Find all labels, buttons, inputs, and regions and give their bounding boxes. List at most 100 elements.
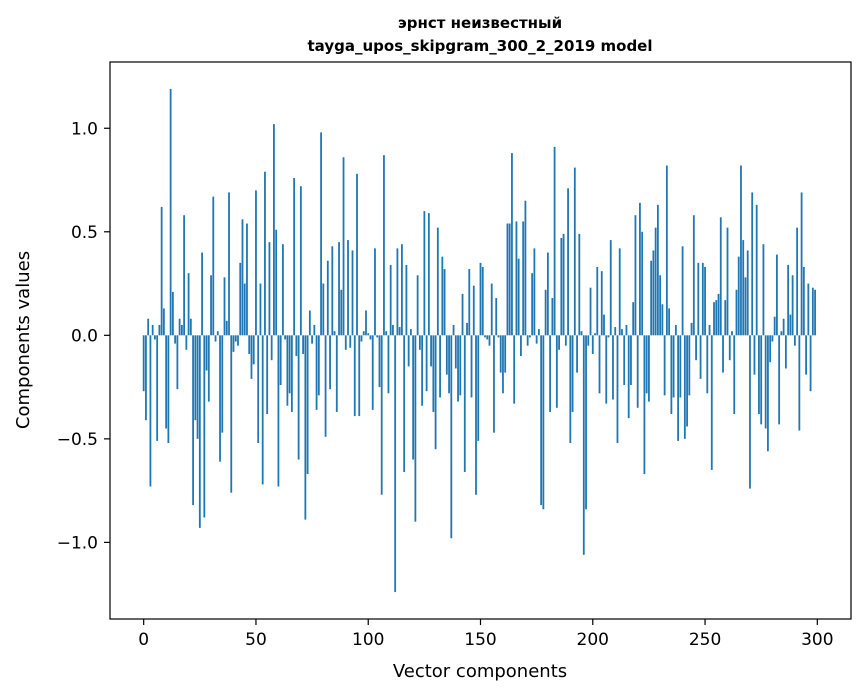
- bar-297: [809, 335, 812, 392]
- bar-62: [282, 244, 284, 336]
- bar-243: [688, 335, 691, 396]
- bar-77: [315, 335, 318, 410]
- x-tick-label: 100: [352, 630, 384, 650]
- bar-206: [605, 335, 608, 404]
- bar-40: [232, 335, 235, 352]
- bar-94: [353, 335, 356, 417]
- bar-179: [544, 289, 547, 336]
- bar-119: [409, 329, 412, 336]
- bar-286: [784, 335, 787, 369]
- bar-260: [726, 227, 729, 336]
- bar-277: [764, 335, 767, 429]
- bar-275: [760, 335, 763, 425]
- bar-120: [412, 335, 415, 460]
- bar-163: [508, 223, 511, 336]
- bar-101: [369, 335, 372, 340]
- bar-154: [488, 335, 491, 346]
- bar-129: [432, 335, 435, 412]
- bar-288: [789, 314, 792, 336]
- bar-82: [326, 260, 329, 336]
- bar-50: [255, 190, 257, 336]
- bar-76: [313, 324, 316, 336]
- bar-273: [755, 204, 758, 336]
- bar-103: [374, 248, 376, 336]
- bar-13: [171, 291, 174, 336]
- bar-200: [591, 335, 594, 354]
- bar-237: [674, 324, 677, 336]
- bar-92: [349, 335, 352, 348]
- bar-107: [383, 155, 385, 336]
- bar-3: [149, 335, 152, 487]
- bar-169: [522, 221, 525, 336]
- bar-246: [695, 335, 697, 361]
- bar-258: [722, 335, 724, 373]
- bar-21: [189, 318, 192, 336]
- bar-195: [580, 331, 583, 336]
- bar-66: [290, 335, 293, 412]
- y-tick-label: −0.5: [57, 430, 98, 450]
- bar-209: [612, 335, 614, 400]
- bar-42: [237, 335, 239, 346]
- bar-18: [183, 215, 185, 336]
- bars-group: [142, 88, 816, 593]
- bar-218: [632, 302, 635, 336]
- bar-263: [733, 335, 736, 414]
- bar-99: [365, 310, 367, 336]
- bar-147: [472, 285, 475, 336]
- bar-268: [744, 277, 747, 336]
- bar-156: [493, 335, 495, 433]
- bar-14: [174, 335, 177, 344]
- bar-225: [648, 335, 650, 402]
- bar-95: [356, 173, 358, 336]
- bar-194: [578, 233, 581, 336]
- bar-261: [728, 335, 731, 361]
- y-tick-label: 1.0: [71, 119, 98, 139]
- bar-30: [210, 275, 212, 336]
- y-axis-label: Components values: [13, 251, 34, 429]
- bar-171: [526, 335, 529, 346]
- bar-5: [154, 335, 156, 340]
- bar-124: [421, 335, 424, 406]
- bar-192: [573, 167, 576, 336]
- bar-65: [288, 335, 291, 394]
- bar-52: [259, 283, 262, 336]
- bar-11: [167, 335, 170, 443]
- bar-229: [656, 204, 659, 336]
- bar-106: [380, 335, 383, 495]
- bar-4: [151, 324, 154, 336]
- bar-197: [585, 335, 587, 510]
- bar-274: [758, 335, 760, 414]
- bar-127: [427, 213, 430, 336]
- bar-87: [338, 242, 340, 336]
- bar-223: [643, 335, 646, 475]
- bar-255: [715, 300, 718, 336]
- bar-26: [201, 252, 203, 336]
- bar-235: [670, 335, 673, 414]
- bar-132: [439, 335, 441, 398]
- bar-167: [517, 258, 520, 336]
- bar-259: [724, 300, 727, 336]
- bar-173: [531, 273, 534, 336]
- bar-143: [463, 335, 466, 472]
- bar-299: [814, 289, 816, 336]
- bar-269: [746, 250, 749, 336]
- bar-78: [317, 335, 320, 396]
- bar-19: [185, 335, 188, 350]
- x-axis-label: Vector components: [393, 661, 567, 682]
- bar-59: [275, 229, 278, 336]
- x-tick-label: 300: [801, 630, 833, 650]
- bar-176: [537, 329, 540, 336]
- bar-74: [308, 310, 311, 336]
- bar-38: [228, 192, 230, 336]
- bar-73: [306, 335, 309, 475]
- bar-22: [192, 335, 194, 506]
- y-axis-ticks: −1.0 −0.5 0.0 0.5 1.0: [57, 119, 110, 553]
- bar-208: [609, 240, 612, 336]
- bar-57: [270, 335, 273, 361]
- bar-182: [551, 298, 554, 336]
- bar-161: [504, 335, 507, 373]
- bar-249: [701, 262, 704, 336]
- bar-112: [394, 335, 397, 593]
- bar-56: [268, 242, 271, 336]
- bar-203: [598, 335, 601, 394]
